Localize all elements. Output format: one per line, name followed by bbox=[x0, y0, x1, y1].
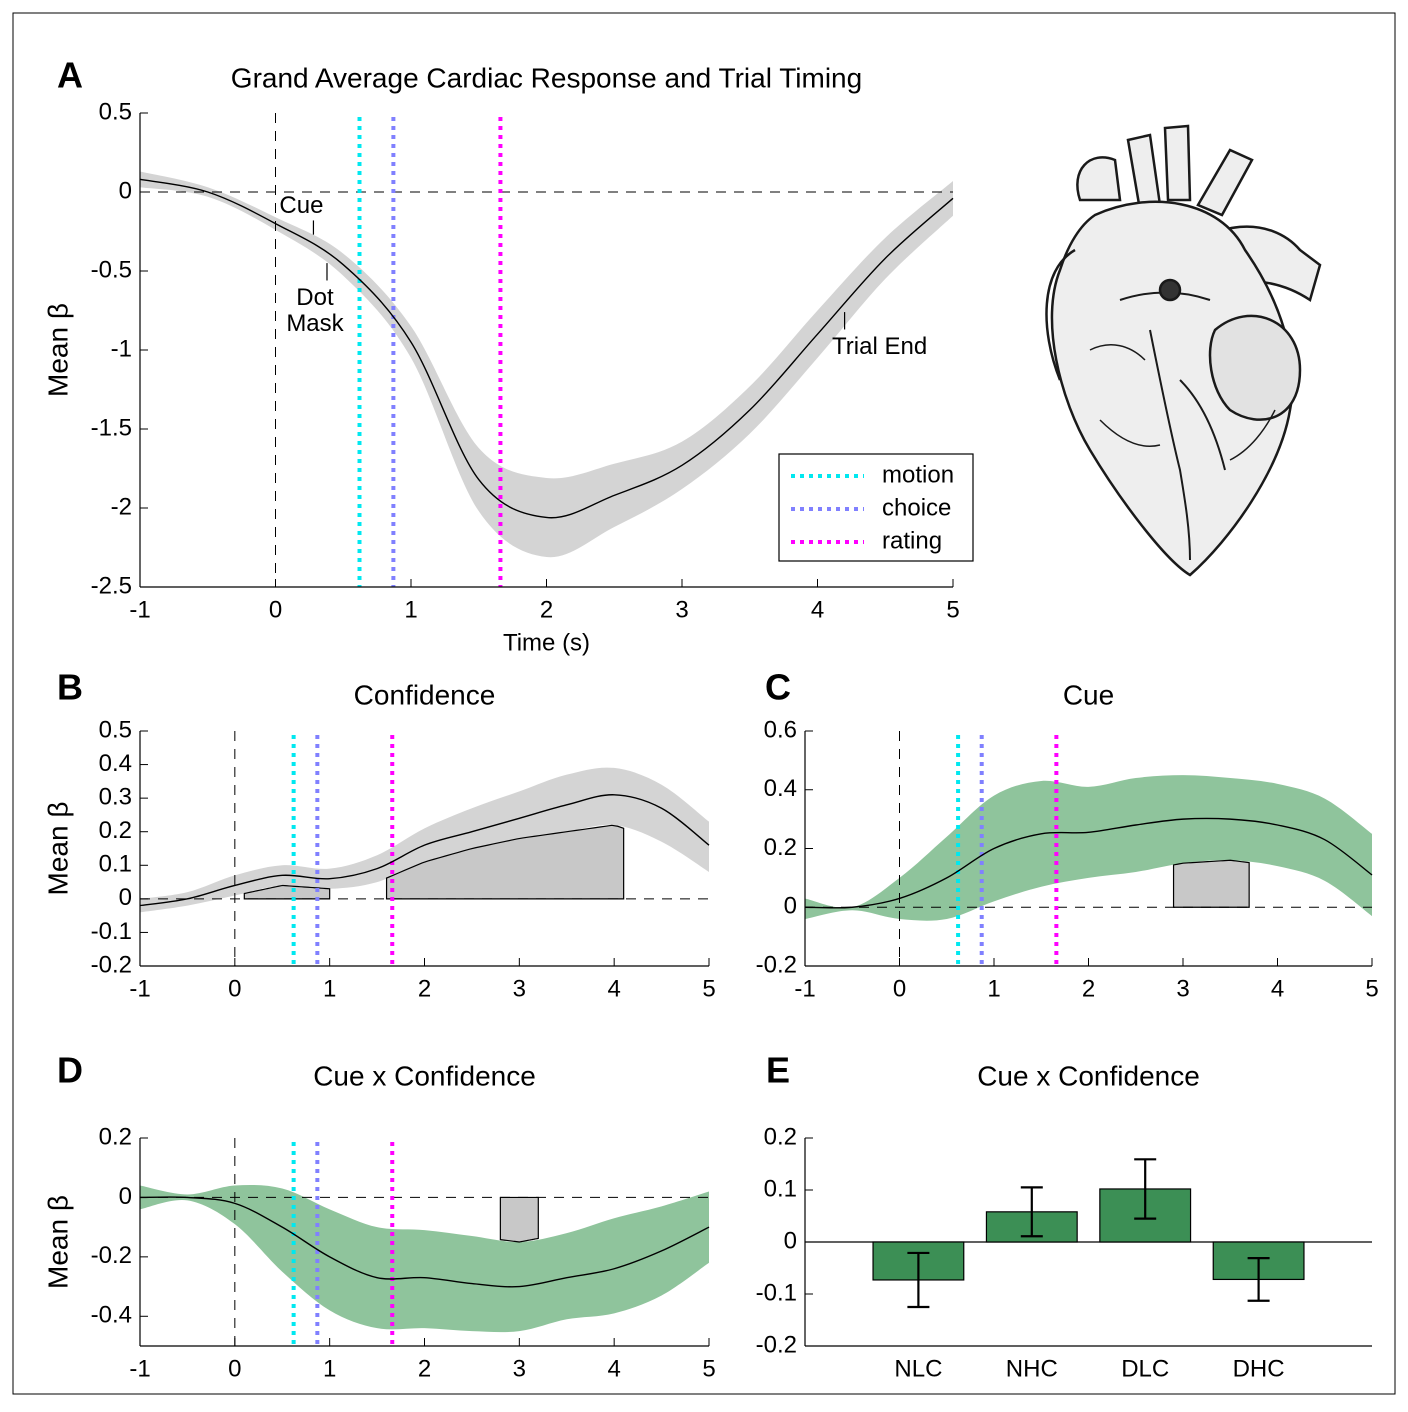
y-tick-label: 0 bbox=[784, 893, 797, 920]
y-tick-label: 0 bbox=[119, 884, 132, 911]
panel-letter: E bbox=[766, 1050, 790, 1091]
x-tick-label: -1 bbox=[129, 975, 150, 1002]
x-tick-label: NHC bbox=[1006, 1355, 1058, 1382]
x-tick-label: 5 bbox=[702, 975, 715, 1002]
x-tick-label: 4 bbox=[607, 975, 620, 1002]
panel-letter: C bbox=[765, 667, 791, 708]
y-tick-label: -0.1 bbox=[91, 918, 132, 945]
x-tick-label: 4 bbox=[1271, 975, 1284, 1002]
y-tick-label: 0.2 bbox=[764, 1123, 797, 1150]
y-tick-label: -2.5 bbox=[91, 572, 132, 599]
annotation-label: Mask bbox=[286, 310, 344, 337]
x-tick-label: 2 bbox=[418, 975, 431, 1002]
x-tick-label: 3 bbox=[675, 596, 688, 623]
y-tick-label: -0.2 bbox=[756, 1331, 797, 1358]
y-tick-label: 0.5 bbox=[99, 98, 132, 125]
y-tick-label: -0.1 bbox=[756, 1279, 797, 1306]
legend-label: motion bbox=[882, 461, 954, 488]
panel-title: Cue x Confidence bbox=[313, 1060, 536, 1091]
x-tick-label: 3 bbox=[513, 975, 526, 1002]
x-tick-label: 1 bbox=[323, 975, 336, 1002]
y-tick-label: 0 bbox=[119, 1183, 132, 1210]
x-tick-label: 1 bbox=[404, 596, 417, 623]
x-tick-label: NLC bbox=[894, 1355, 942, 1382]
x-tick-label: -1 bbox=[129, 1355, 150, 1382]
x-tick-label: 2 bbox=[1082, 975, 1095, 1002]
x-tick-label: 0 bbox=[228, 1355, 241, 1382]
y-tick-label: 0.4 bbox=[99, 750, 132, 777]
x-tick-label: 3 bbox=[513, 1355, 526, 1382]
y-tick-label: -1.5 bbox=[91, 414, 132, 441]
x-tick-label: 4 bbox=[607, 1355, 620, 1382]
x-tick-label: 5 bbox=[1365, 975, 1378, 1002]
y-tick-label: 0.6 bbox=[764, 716, 797, 743]
y-tick-label: -0.2 bbox=[91, 1242, 132, 1269]
y-axis-label: Mean β bbox=[42, 802, 73, 896]
confidence-band bbox=[140, 1185, 709, 1332]
y-tick-label: 0.5 bbox=[99, 716, 132, 743]
y-axis-label: Mean β bbox=[42, 303, 73, 397]
y-tick-label: 0.2 bbox=[764, 834, 797, 861]
x-tick-label: 3 bbox=[1176, 975, 1189, 1002]
significant-cluster bbox=[500, 1197, 538, 1242]
x-tick-label: 2 bbox=[418, 1355, 431, 1382]
annotation-label: Dot bbox=[296, 284, 334, 311]
panel-title: Grand Average Cardiac Response and Trial… bbox=[231, 62, 862, 93]
legend-label: rating bbox=[882, 527, 942, 554]
x-tick-label: 4 bbox=[811, 596, 824, 623]
panel-title: Cue bbox=[1063, 679, 1114, 710]
y-tick-label: 0.3 bbox=[99, 783, 132, 810]
panel-title: Confidence bbox=[354, 679, 496, 710]
y-tick-label: -0.2 bbox=[756, 951, 797, 978]
y-tick-label: 0.1 bbox=[764, 1175, 797, 1202]
x-tick-label: 1 bbox=[323, 1355, 336, 1382]
panel-letter: B bbox=[57, 667, 83, 708]
figure: A Grand Average Cardiac Response and Tria… bbox=[0, 0, 1408, 1407]
x-tick-label: 5 bbox=[702, 1355, 715, 1382]
heart-illustration bbox=[1046, 126, 1320, 575]
y-tick-label: 0.2 bbox=[99, 817, 132, 844]
x-tick-label: 2 bbox=[540, 596, 553, 623]
x-tick-label: DLC bbox=[1121, 1355, 1169, 1382]
panel-letter: D bbox=[57, 1050, 83, 1091]
y-axis-label: Mean β bbox=[42, 1195, 73, 1289]
y-tick-label: 0.2 bbox=[99, 1123, 132, 1150]
x-tick-label: DHC bbox=[1233, 1355, 1285, 1382]
annotation-label: Cue bbox=[279, 192, 323, 219]
annotation-label: Trial End bbox=[832, 333, 927, 360]
x-tick-label: 5 bbox=[946, 596, 959, 623]
y-tick-label: 0 bbox=[119, 177, 132, 204]
y-tick-label: -2 bbox=[111, 493, 132, 520]
panel-title: Cue x Confidence bbox=[977, 1060, 1200, 1091]
y-tick-label: -1 bbox=[111, 335, 132, 362]
x-tick-label: -1 bbox=[129, 596, 150, 623]
y-tick-label: 0 bbox=[784, 1227, 797, 1254]
y-tick-label: -0.2 bbox=[91, 951, 132, 978]
x-tick-label: 1 bbox=[987, 975, 1000, 1002]
confidence-band bbox=[805, 775, 1372, 921]
y-tick-label: 0.1 bbox=[99, 851, 132, 878]
panel-letter: A bbox=[57, 55, 83, 96]
y-tick-label: -0.5 bbox=[91, 256, 132, 283]
x-tick-label: 0 bbox=[269, 596, 282, 623]
x-tick-label: -1 bbox=[794, 975, 815, 1002]
x-tick-label: 0 bbox=[893, 975, 906, 1002]
legend-label: choice bbox=[882, 494, 951, 521]
x-tick-label: 0 bbox=[228, 975, 241, 1002]
significant-cluster bbox=[1174, 860, 1250, 907]
y-tick-label: 0.4 bbox=[764, 775, 797, 802]
x-axis-label: Time (s) bbox=[503, 629, 590, 656]
y-tick-label: -0.4 bbox=[91, 1302, 132, 1329]
